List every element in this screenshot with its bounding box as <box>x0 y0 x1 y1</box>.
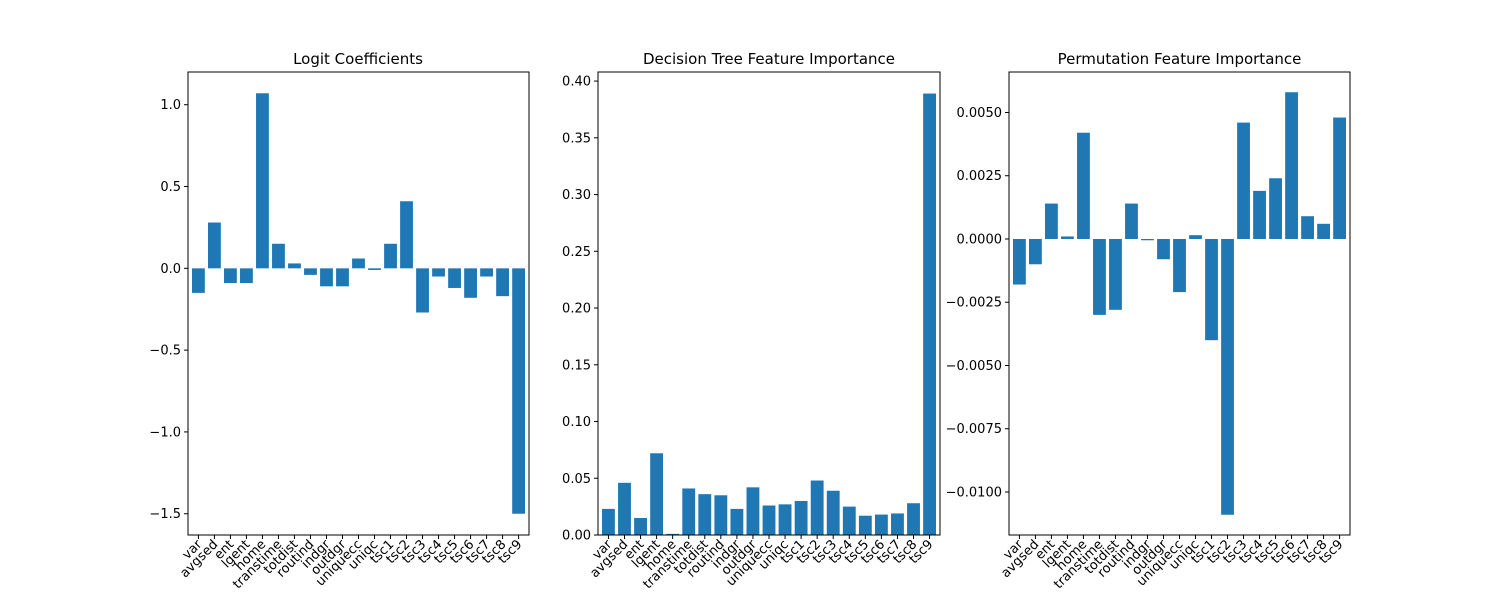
bar-totdist <box>698 494 712 535</box>
bar-home <box>666 533 680 535</box>
bar-routind <box>714 495 728 535</box>
bar-tsc3 <box>416 268 429 313</box>
bar-uniquecc <box>352 258 365 269</box>
chart-title: Logit Coefficients <box>293 50 423 68</box>
bar-tsc6 <box>874 514 888 535</box>
bar-var <box>1013 238 1026 285</box>
y-tick-label: 0.0025 <box>957 169 1003 184</box>
bar-tsc1 <box>794 500 808 535</box>
bar-tsc2 <box>1221 238 1234 515</box>
bar-ent <box>634 517 647 535</box>
panel-logit-coefficients: Logit Coefficients 1.0 0.5 0.0 −0.5 −1.0 −1.5… <box>149 50 530 592</box>
y-tick-label: 0.30 <box>562 188 591 203</box>
bar-tsc8 <box>496 268 509 297</box>
y-tick-label: −0.0050 <box>946 359 1002 374</box>
bar-tsc7 <box>891 513 904 535</box>
bar-tsc8 <box>1317 223 1330 239</box>
panel-decision-tree-importance: Decision Tree Feature Importance 0.00 0.0… <box>562 50 941 592</box>
bar-tsc7 <box>480 268 493 277</box>
bar-tsc1 <box>384 243 397 269</box>
y-tick-label: 0.0 <box>160 262 181 277</box>
y-tick-label: 0.05 <box>562 472 591 487</box>
bar-outdgr <box>746 487 760 535</box>
y-tick-label: 0.00 <box>562 529 591 544</box>
bar-indgr <box>320 268 333 287</box>
bar-var <box>192 268 205 293</box>
bar-indgr <box>730 508 744 535</box>
bar-transtime <box>682 488 696 535</box>
bar-avgsed <box>208 222 221 269</box>
bar-var <box>602 508 615 535</box>
bar-ent <box>224 268 237 284</box>
bar-transtime <box>272 243 285 269</box>
bar-uniqc <box>368 268 381 270</box>
y-tick-label: 0.5 <box>160 180 181 195</box>
bar-tsc2 <box>400 201 413 269</box>
bar-tsc9 <box>923 93 936 535</box>
y-tick-label: 0.25 <box>562 245 591 260</box>
bar-uniquecc <box>1173 238 1186 293</box>
bar-tsc4 <box>1253 190 1266 239</box>
chart-title: Decision Tree Feature Importance <box>643 50 895 68</box>
bar-tsc9 <box>1333 117 1346 239</box>
bar-tsc6 <box>1285 92 1298 239</box>
chart-title: Permutation Feature Importance <box>1058 50 1302 68</box>
y-tick-label: 0.15 <box>562 358 591 373</box>
bar-tsc4 <box>432 268 445 277</box>
bar-tsc6 <box>464 268 477 298</box>
bar-tsc9 <box>512 268 525 514</box>
bar-routind <box>1125 203 1138 239</box>
bar-ent <box>1045 203 1058 239</box>
bar-tsc3 <box>1237 122 1250 239</box>
bar-uniquecc <box>762 505 776 535</box>
bar-tsc5 <box>1269 178 1282 239</box>
bar-lgent <box>650 453 664 535</box>
bar-outdgr <box>1157 238 1170 260</box>
bar-avgsed <box>1029 238 1042 265</box>
bar-uniqc <box>778 504 792 535</box>
bar-routind <box>304 268 317 275</box>
axes-frame <box>1008 71 1351 536</box>
y-tick-label: 0.20 <box>562 302 591 317</box>
bar-tsc8 <box>907 503 920 535</box>
y-tick-label: 0.40 <box>562 75 591 90</box>
axes-frame <box>187 71 530 536</box>
panel-permutation-importance: Permutation Feature Importance 0.0050 0.0… <box>946 50 1351 592</box>
y-tick-label: 0.10 <box>562 415 591 430</box>
bar-tsc4 <box>842 506 856 535</box>
y-tick-label: 0.0050 <box>957 106 1003 121</box>
bar-tsc2 <box>810 480 824 535</box>
bar-uniqc <box>1189 235 1202 239</box>
bar-lgent <box>240 268 253 284</box>
y-tick-label: −1.5 <box>149 507 181 522</box>
bar-avgsed <box>618 482 631 535</box>
y-tick-label: 0.35 <box>562 131 591 146</box>
bar-totdist <box>288 263 301 269</box>
bar-transtime <box>1093 238 1106 315</box>
bar-indgr <box>1141 238 1154 241</box>
bar-home <box>256 93 269 269</box>
bar-outdgr <box>336 268 349 287</box>
y-tick-label: 0.0000 <box>957 232 1003 247</box>
y-tick-label: −0.0075 <box>946 422 1002 437</box>
y-tick-label: −0.0025 <box>946 296 1002 311</box>
bar-tsc5 <box>448 268 461 288</box>
bar-totdist <box>1109 238 1122 310</box>
bar-tsc7 <box>1301 216 1314 239</box>
y-tick-label: 1.0 <box>160 98 181 113</box>
bar-tsc1 <box>1205 238 1218 341</box>
bar-tsc5 <box>858 515 872 535</box>
y-tick-label: −1.0 <box>149 425 181 440</box>
y-tick-label: −0.0100 <box>946 485 1002 500</box>
y-tick-label: −0.5 <box>149 344 181 359</box>
bar-lgent <box>1061 236 1074 239</box>
axes-frame <box>597 71 941 536</box>
bar-tsc3 <box>826 490 840 535</box>
bar-home <box>1077 132 1090 239</box>
